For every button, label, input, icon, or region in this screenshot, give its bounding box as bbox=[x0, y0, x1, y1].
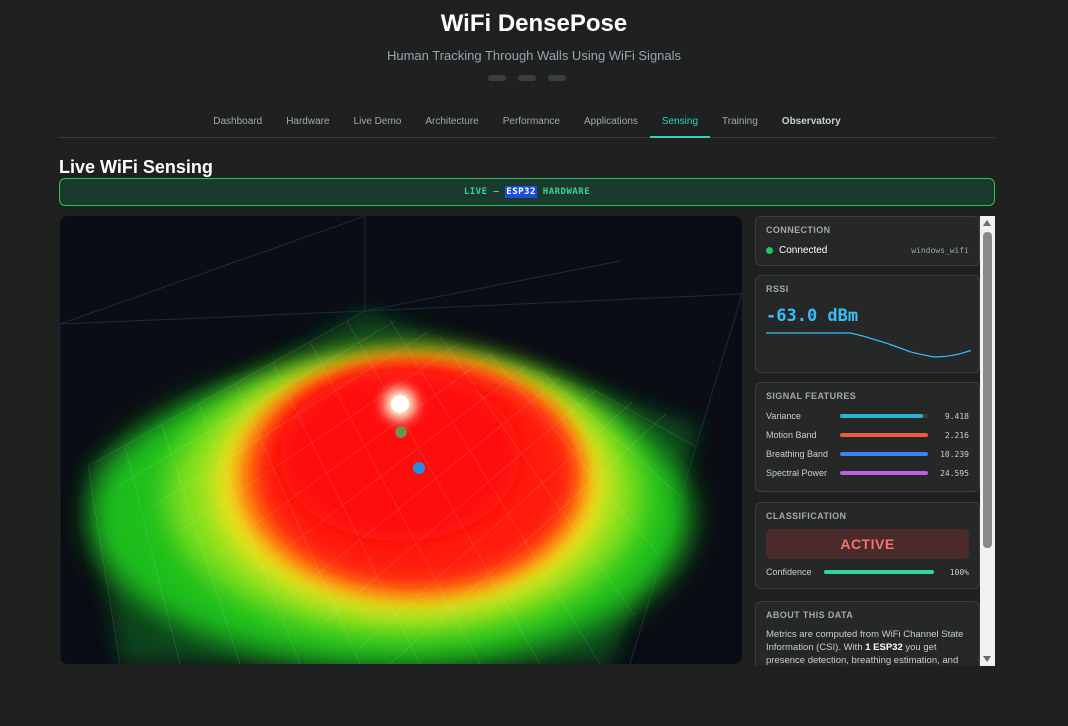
status-dot bbox=[488, 75, 506, 81]
status-dots bbox=[488, 75, 566, 81]
app-title: WiFi DensePose bbox=[440, 10, 628, 37]
tab-dashboard[interactable]: Dashboard bbox=[213, 116, 263, 127]
confidence-bar bbox=[824, 570, 934, 574]
tab-performance[interactable]: Performance bbox=[502, 116, 560, 127]
feature-bar bbox=[840, 471, 928, 475]
status-dot bbox=[518, 75, 536, 81]
rssi-card: RSSI -63.0 dBm bbox=[755, 275, 980, 373]
panel-scrollbar[interactable] bbox=[980, 216, 995, 666]
feature-bar-fill bbox=[840, 414, 923, 418]
rssi-title: RSSI bbox=[766, 284, 789, 294]
banner-prefix: LIVE — bbox=[463, 187, 506, 197]
feature-row: Breathing Band 10.239 bbox=[766, 447, 969, 461]
banner-highlight: ESP32 bbox=[505, 186, 537, 198]
feature-bar bbox=[840, 452, 928, 456]
scroll-thumb[interactable] bbox=[983, 232, 992, 548]
section-title: Live WiFi Sensing bbox=[59, 157, 213, 177]
heatmap-3d-view[interactable] bbox=[60, 216, 742, 664]
floor-heatmap bbox=[88, 311, 700, 664]
floor-grid bbox=[87, 310, 696, 664]
tab-observatory[interactable]: Observatory bbox=[781, 116, 841, 127]
rssi-sparkline-path bbox=[766, 332, 971, 358]
about-text-after: you get presence detection, breathing es… bbox=[766, 642, 959, 666]
app-subtitle: Human Tracking Through Walls Using WiFi … bbox=[386, 48, 682, 63]
tab-sensing[interactable]: Sensing bbox=[649, 108, 711, 138]
about-text: Metrics are computed from WiFi Channel S… bbox=[766, 628, 969, 666]
feature-value: 9.418 bbox=[944, 411, 969, 421]
tab-live-demo[interactable]: Live Demo bbox=[353, 116, 402, 127]
feature-row: Motion Band 2.216 bbox=[766, 428, 969, 442]
classification-title: CLASSIFICATION bbox=[766, 511, 847, 521]
connection-source: windows_wifi bbox=[911, 246, 969, 255]
status-dot bbox=[548, 75, 566, 81]
person-marker bbox=[391, 395, 409, 413]
about-title: ABOUT THIS DATA bbox=[766, 610, 854, 620]
feature-row: Variance 9.418 bbox=[766, 409, 969, 423]
classification-badge: ACTIVE bbox=[766, 529, 969, 559]
side-panel[interactable]: CONNECTION Connected windows_wifi RSSI -… bbox=[755, 216, 980, 666]
tab-training[interactable]: Training bbox=[722, 116, 758, 127]
confidence-label: Confidence bbox=[766, 567, 812, 577]
features-title: SIGNAL FEATURES bbox=[766, 391, 857, 401]
tab-applications[interactable]: Applications bbox=[583, 116, 638, 127]
connection-card: CONNECTION Connected windows_wifi bbox=[755, 216, 980, 266]
tab-hardware[interactable]: Hardware bbox=[286, 116, 330, 127]
live-status-banner: LIVE — ESP32 HARDWARE bbox=[59, 178, 995, 206]
connection-status: Connected bbox=[779, 245, 828, 256]
connection-status-dot bbox=[766, 247, 773, 254]
feature-value: 24.595 bbox=[940, 468, 969, 478]
classification-card: CLASSIFICATION ACTIVE Confidence 100% bbox=[755, 502, 980, 589]
router-marker bbox=[395, 426, 407, 438]
feature-bar bbox=[840, 433, 928, 437]
rssi-sparkline bbox=[766, 332, 971, 358]
about-card: ABOUT THIS DATA Metrics are computed fro… bbox=[755, 601, 980, 666]
feature-bar bbox=[840, 414, 928, 418]
rssi-value: -63.0 dBm bbox=[766, 306, 859, 326]
confidence-value: 100% bbox=[949, 567, 969, 577]
about-text-bold: 1 ESP32 bbox=[865, 642, 903, 653]
sensor-marker bbox=[413, 462, 425, 474]
feature-bar-fill bbox=[840, 452, 928, 456]
feature-value: 10.239 bbox=[940, 449, 969, 459]
tab-architecture[interactable]: Architecture bbox=[425, 116, 479, 127]
banner-suffix: HARDWARE bbox=[536, 187, 591, 197]
feature-label: Variance bbox=[766, 411, 801, 421]
tracked-markers bbox=[378, 382, 425, 474]
feature-label: Spectral Power bbox=[766, 468, 828, 478]
feature-row: Spectral Power 24.595 bbox=[766, 466, 969, 480]
scroll-up-arrow-icon[interactable] bbox=[983, 220, 991, 226]
confidence-fill bbox=[824, 570, 934, 574]
feature-label: Breathing Band bbox=[766, 449, 829, 459]
main-nav: Dashboard Hardware Live Demo Architectur… bbox=[59, 108, 995, 138]
room-wireframe bbox=[60, 216, 742, 664]
sensing-visualization[interactable] bbox=[60, 216, 742, 664]
signal-features-card: SIGNAL FEATURES Variance 9.418 Motion Band… bbox=[755, 382, 980, 492]
scroll-down-arrow-icon[interactable] bbox=[983, 656, 991, 662]
feature-bar-fill bbox=[840, 471, 928, 475]
connection-title: CONNECTION bbox=[766, 225, 831, 235]
feature-bar-fill bbox=[840, 433, 928, 437]
about-text-before: Metrics are computed from WiFi Channel S… bbox=[766, 629, 964, 653]
feature-value: 2.216 bbox=[944, 430, 969, 440]
feature-label: Motion Band bbox=[766, 430, 817, 440]
